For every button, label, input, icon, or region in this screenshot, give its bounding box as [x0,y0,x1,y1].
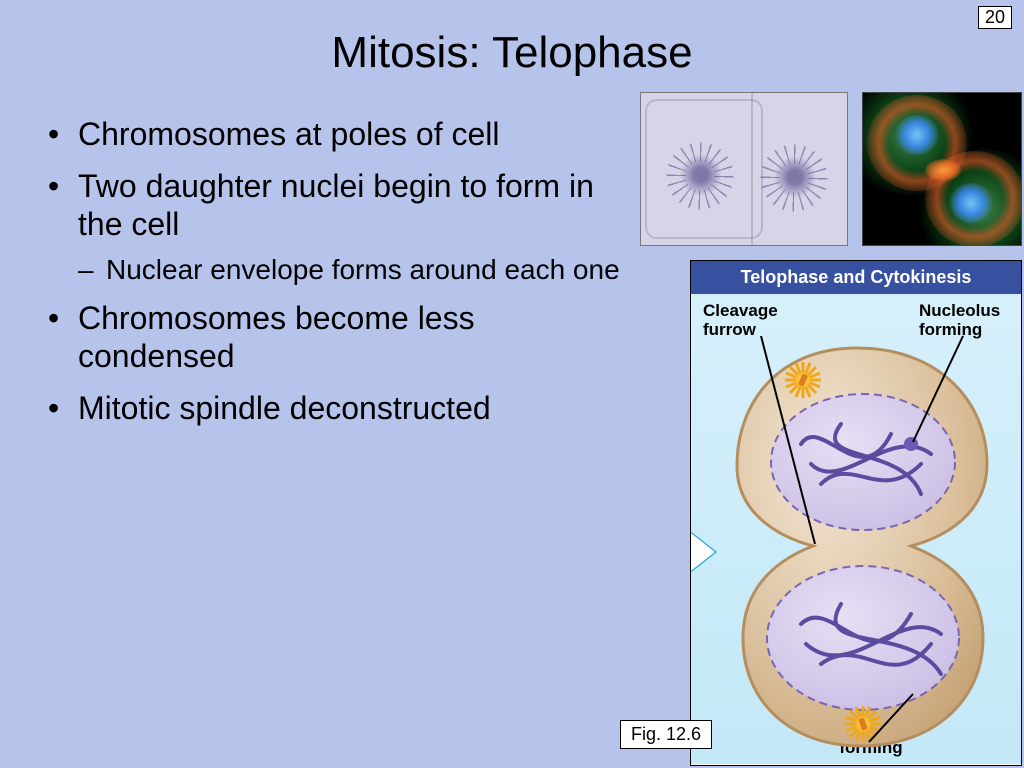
bullet-item: Chromosomes at poles of cell [48,116,628,154]
micrograph-fluorescence [862,92,1022,246]
bullet-item: Mitotic spindle deconstructed [48,390,628,428]
bullet-item: Chromosomes become less condensed [48,300,628,376]
sub-bullet-item: Nuclear envelope forms around each one [78,253,628,286]
centrosome-top [785,362,821,398]
bullet-item: Two daughter nuclei begin to form in the… [48,168,628,287]
diagram-body: Cleavage furrow Nucleolus forming Nuclea… [691,294,1021,764]
centrosome-bottom [845,706,881,742]
bullet-content: Chromosomes at poles of cell Two daughte… [48,116,628,442]
figure-caption: Fig. 12.6 [620,720,712,749]
slide-title: Mitosis: Telophase [0,0,1024,96]
slide-number: 20 [978,6,1012,29]
cell-diagram [691,294,1021,764]
diagram-header: Telophase and Cytokinesis [691,261,1021,294]
diagram-panel: Telophase and Cytokinesis Cleavage furro… [690,260,1022,766]
micrograph-light [640,92,848,246]
bullet-text: Two daughter nuclei begin to form in the… [78,168,594,242]
